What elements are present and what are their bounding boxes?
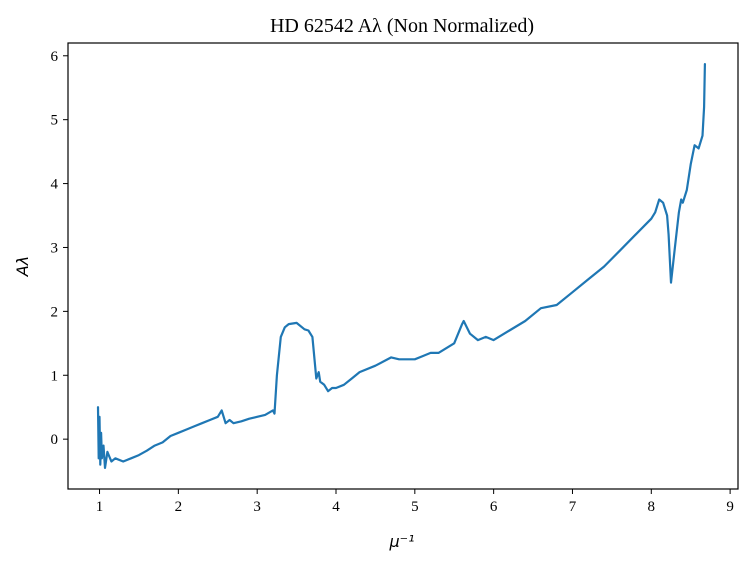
- y-tick-label: 4: [51, 177, 59, 193]
- x-axis-label: μ⁻¹: [388, 532, 414, 551]
- x-tick-label: 6: [490, 499, 498, 515]
- y-axis-ticks: 0 1 2 3 4 5 6: [51, 49, 68, 448]
- y-tick-label: 6: [51, 49, 59, 65]
- y-axis-label: Aλ: [13, 256, 32, 277]
- x-tick-label: 7: [569, 499, 577, 515]
- x-tick-label: 1: [96, 499, 104, 515]
- x-tick-label: 3: [253, 499, 261, 515]
- plot-area: [67, 42, 739, 490]
- x-tick-label: 5: [411, 499, 419, 515]
- series-line: [96, 62, 706, 469]
- x-tick-label: 2: [175, 499, 183, 515]
- y-tick-label: 2: [51, 304, 59, 320]
- y-tick-label: 0: [51, 432, 59, 448]
- y-tick-label: 1: [51, 368, 59, 384]
- x-tick-label: 8: [648, 499, 656, 515]
- y-tick-label: 5: [51, 113, 59, 129]
- y-tick-label: 3: [51, 240, 59, 256]
- series-layer: [96, 62, 706, 469]
- x-axis-ticks: 1 2 3 4 5 6 7 8 9: [96, 489, 734, 515]
- x-tick-label: 9: [726, 499, 734, 515]
- chart-title: HD 62542 Aλ (Non Normalized): [270, 15, 534, 37]
- x-tick-label: 4: [332, 499, 340, 515]
